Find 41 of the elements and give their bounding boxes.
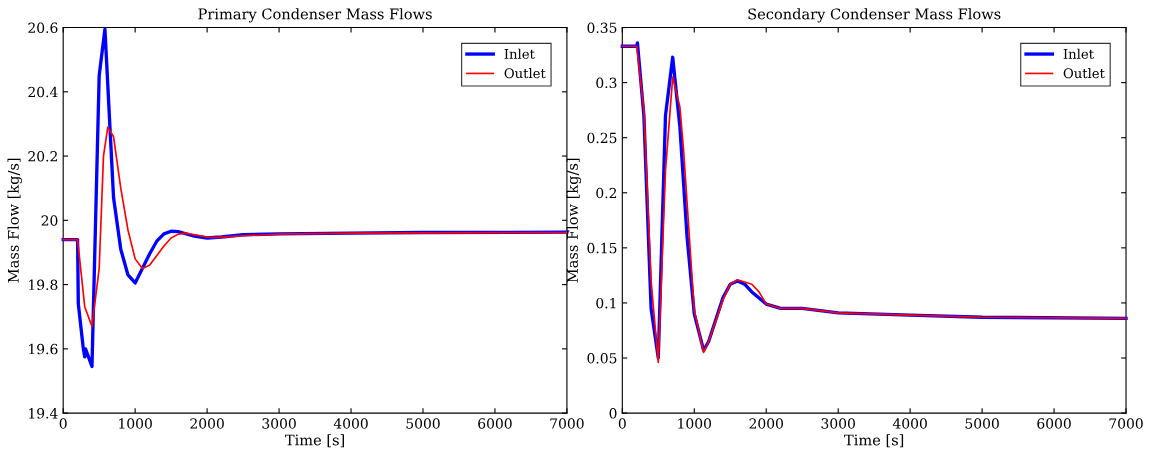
x-tick-label: 5000 bbox=[965, 418, 999, 429]
y-tick-label: 20.6 bbox=[28, 22, 58, 34]
y-tick-label: 0.2 bbox=[596, 187, 617, 199]
x-tick-label: 7000 bbox=[550, 418, 584, 429]
legend-label: Outlet bbox=[504, 68, 546, 79]
legend-label: Outlet bbox=[1063, 68, 1105, 79]
legend-label: Inlet bbox=[1063, 48, 1094, 59]
x-axis-title: Time [s] bbox=[844, 434, 904, 448]
chart-title: Primary Condenser Mass Flows bbox=[198, 8, 432, 23]
x-tick-label: 2000 bbox=[190, 418, 224, 429]
y-tick-label: 19.4 bbox=[29, 408, 58, 419]
x-tick-label: 4000 bbox=[333, 418, 368, 429]
x-tick-label: 4000 bbox=[892, 418, 927, 429]
chart-title: Secondary Condenser Mass Flows bbox=[748, 8, 1001, 23]
y-tick-label: 0 bbox=[609, 408, 617, 419]
x-tick-label: 7000 bbox=[1109, 418, 1143, 429]
y-tick-label: 0.3 bbox=[596, 77, 617, 89]
y-tick-label: 0.05 bbox=[587, 352, 617, 364]
x-tick-label: 3000 bbox=[821, 418, 855, 429]
y-tick-label: 20 bbox=[41, 215, 58, 226]
x-tick-label: 1000 bbox=[678, 418, 712, 429]
x-tick-label: 2000 bbox=[749, 418, 783, 429]
y-tick-label: 20.2 bbox=[28, 151, 57, 162]
x-tick-label: 0 bbox=[59, 418, 67, 429]
y-tick-label: 0.1 bbox=[596, 297, 616, 309]
x-axis-title: Time [s] bbox=[285, 434, 344, 448]
legend-label: Inlet bbox=[504, 48, 535, 59]
x-tick-label: 3000 bbox=[262, 418, 296, 429]
y-axis-title: Mass Flow [kg/s] bbox=[7, 158, 22, 283]
y-tick-label: 0.35 bbox=[587, 22, 617, 34]
y-tick-label: 0.25 bbox=[587, 132, 617, 144]
x-tick-label: 0 bbox=[618, 418, 626, 429]
y-tick-label: 19.8 bbox=[29, 279, 58, 291]
y-tick-label: 0.15 bbox=[587, 242, 617, 254]
y-axis-title: Mass Flow [kg/s] bbox=[566, 158, 581, 283]
x-tick-label: 6000 bbox=[478, 418, 512, 429]
y-tick-label: 19.6 bbox=[29, 343, 58, 355]
x-tick-label: 1000 bbox=[119, 418, 152, 429]
x-tick-label: 5000 bbox=[406, 418, 440, 429]
x-tick-label: 6000 bbox=[1037, 418, 1071, 429]
y-tick-label: 20.4 bbox=[28, 86, 58, 98]
